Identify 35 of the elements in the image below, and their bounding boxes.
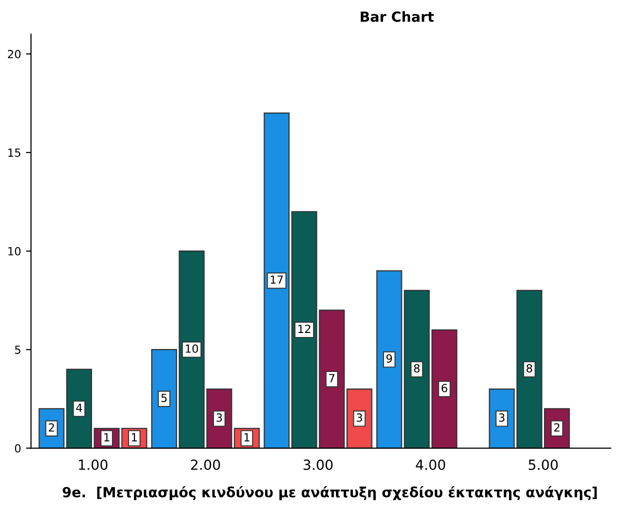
data-label: 10 — [186, 344, 198, 353]
data-label: 7 — [329, 374, 334, 382]
x-tick-label: 2.00 — [191, 460, 220, 470]
y-tick-label: 10 — [8, 247, 21, 256]
bar — [431, 329, 458, 448]
data-label: 3 — [499, 413, 504, 422]
y-tick-label: 15 — [8, 148, 20, 157]
data-label: 1 — [104, 433, 110, 442]
data-label: 12 — [298, 324, 310, 333]
data-label: 4 — [76, 404, 82, 412]
data-label: 3 — [356, 413, 362, 422]
data-label: 5 — [161, 394, 167, 402]
data-label: 3 — [216, 413, 222, 422]
data-label: 8 — [526, 364, 532, 373]
y-tick-label: 0 — [14, 444, 21, 453]
data-label: 17 — [270, 276, 283, 284]
bar — [404, 290, 430, 448]
data-label: 2 — [554, 423, 560, 432]
x-tick-label: 1.00 — [78, 460, 108, 470]
bar — [291, 211, 318, 448]
chart-title: Bar Chart — [360, 11, 434, 22]
data-label: 2 — [48, 423, 54, 432]
x-axis-title: 9e. [Μετριασμός κινδύνου με ανάπτυξη σχεδίου έκτακτης ανάγκης] — [62, 486, 597, 500]
data-label: 8 — [414, 364, 420, 373]
x-tick-label: 3.00 — [304, 460, 333, 470]
x-tick-label: 5.00 — [528, 460, 558, 470]
y-tick-label: 5 — [15, 346, 20, 354]
bar — [264, 112, 290, 448]
data-label: 1 — [244, 433, 250, 442]
data-label: 9 — [386, 354, 392, 363]
data-label: 6 — [442, 384, 448, 392]
bar — [376, 270, 402, 448]
x-tick-label: 4.00 — [416, 460, 446, 470]
y-tick-label: 20 — [8, 50, 21, 58]
data-label: 1 — [132, 433, 137, 442]
